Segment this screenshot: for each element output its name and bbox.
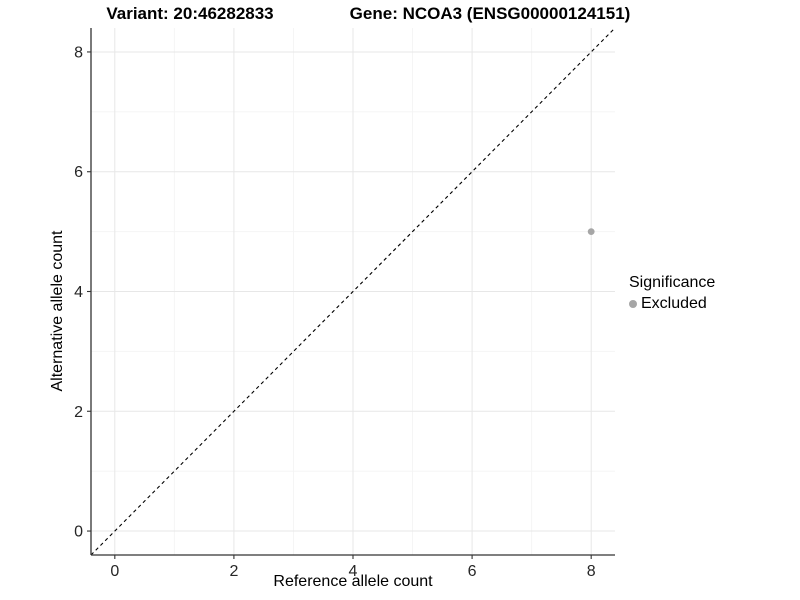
x-tick-label: 2 [229,563,238,580]
y-tick-label: 6 [74,164,83,181]
y-tick-label: 4 [74,284,83,301]
legend-item: Excluded [629,295,715,313]
x-tick-label: 4 [349,563,358,580]
x-tick-label: 6 [468,563,477,580]
legend-title: Significance [629,274,716,291]
y-tick-label: 8 [74,44,83,61]
identity-line [90,27,616,556]
y-tick-label: 2 [74,404,83,421]
legend: Significance Excluded [629,274,715,313]
legend-item-label: Excluded [641,295,707,312]
plot-title-gene: Gene: NCOA3 (ENSG00000124151) [349,4,631,23]
y-tick-label: 0 [74,524,83,541]
plot-title-variant: Variant: 20:46282833 [106,4,274,23]
x-axis-title: Reference allele count [273,573,433,590]
x-tick-label: 8 [587,563,596,580]
legend-point-icon [629,300,637,308]
x-tick-label: 0 [110,563,119,580]
y-axis-title: Alternative allele count [49,230,66,392]
data-point [587,228,595,236]
